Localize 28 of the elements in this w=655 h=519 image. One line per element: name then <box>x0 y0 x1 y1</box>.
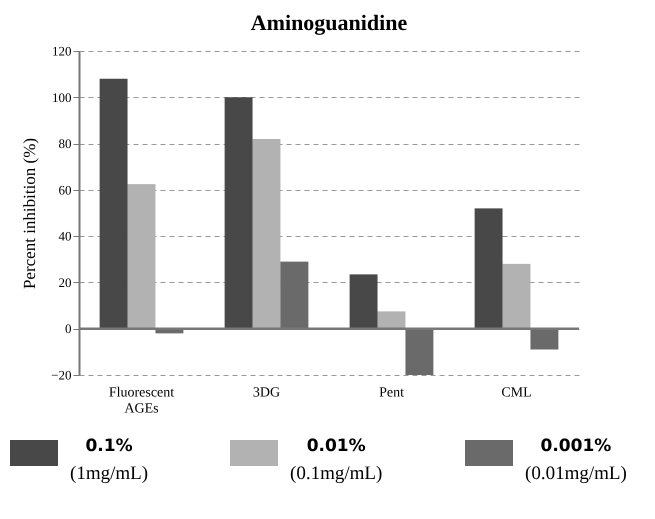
y-tick-label: −20 <box>51 368 72 382</box>
bar <box>405 328 434 375</box>
bar <box>502 264 530 329</box>
legend-label: 0.01% (0.1mg/mL) <box>290 435 382 486</box>
x-tick-label: 3DG <box>252 386 280 400</box>
bar <box>530 328 558 350</box>
legend-label: 0.1% (1mg/mL) <box>70 435 148 486</box>
bar <box>280 262 308 329</box>
bar <box>252 138 280 329</box>
bar <box>224 97 253 329</box>
bar <box>350 274 378 329</box>
y-tick-label: 40 <box>58 228 72 244</box>
legend-label: 0.001% (0.01mg/mL) <box>525 435 627 486</box>
y-tick-label: 0 <box>65 321 72 336</box>
x-tick-label: Pent <box>379 386 404 400</box>
bar <box>100 78 128 329</box>
y-tick-label: 60 <box>58 182 72 198</box>
bar <box>474 208 503 329</box>
y-tick-label: 80 <box>58 136 72 152</box>
y-tick-label: 100 <box>52 90 72 105</box>
x-tick-label: Fluorescent AGEs <box>108 386 174 416</box>
y-axis-title: Percent inhibition (%) <box>20 138 40 290</box>
bar <box>378 311 406 329</box>
y-tick-label: 20 <box>58 274 72 290</box>
y-tick-label: 120 <box>52 44 72 58</box>
x-tick-label: CML <box>501 386 532 400</box>
chart-title: Aminoguanidine <box>250 10 408 35</box>
bar <box>128 184 156 329</box>
